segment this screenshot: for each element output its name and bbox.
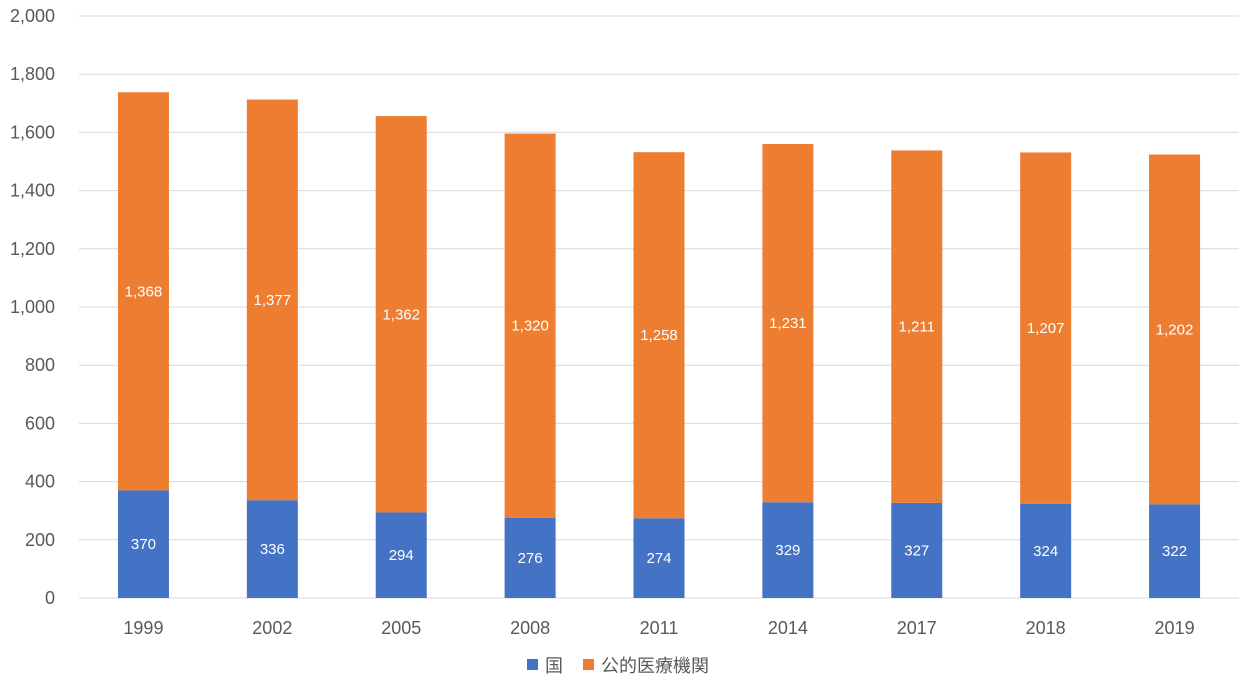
x-tick-label: 2019: [1155, 618, 1195, 638]
data-label: 329: [775, 542, 800, 559]
data-label: 1,231: [769, 315, 807, 332]
x-tick-label: 1999: [123, 618, 163, 638]
y-tick-label: 600: [25, 413, 55, 433]
y-tick-label: 800: [25, 355, 55, 375]
data-label: 1,207: [1027, 320, 1065, 337]
x-axis-tick-labels: 1999 2002 2005 2008 2011 2014 2017 2018 2019: [123, 618, 1194, 638]
data-label: 1,258: [640, 327, 678, 344]
x-tick-label: 2008: [510, 618, 550, 638]
data-label: 274: [646, 550, 671, 567]
x-tick-label: 2017: [897, 618, 937, 638]
y-tick-label: 400: [25, 472, 55, 492]
data-labels: 370 1,368 336 1,377 294 1,362 276 1,320 274 1,258…: [125, 283, 1194, 567]
bar-segment-national: [891, 502, 943, 598]
bar-segment-public-medical: [117, 92, 169, 491]
data-label: 1,211: [899, 319, 935, 336]
bars: [117, 92, 1201, 598]
legend: 国 公的医療機関: [527, 656, 709, 677]
bar-segment-public-medical: [375, 116, 427, 513]
bar-segment-national: [1149, 504, 1201, 598]
y-tick-label: 1,200: [10, 239, 55, 259]
bar-segment-national: [504, 517, 556, 598]
data-label: 1,362: [382, 306, 420, 323]
x-tick-label: 2005: [381, 618, 421, 638]
bar-segment-public-medical: [762, 144, 814, 503]
y-tick-label: 1,000: [10, 297, 55, 317]
y-tick-label: 0: [45, 588, 55, 608]
legend-label: 公的医療機関: [601, 656, 709, 677]
y-tick-label: 1,600: [10, 122, 55, 142]
data-label: 327: [904, 542, 929, 559]
y-axis-tick-labels: 0 200 400 600 800 1,000 1,200 1,400 1,600 1,800 2,…: [10, 6, 55, 608]
bar-segment-national: [762, 502, 814, 598]
x-tick-label: 2014: [768, 618, 808, 638]
legend-swatch-public-medical: [583, 659, 594, 670]
bar-segment-public-medical: [246, 99, 298, 501]
bar-segment-public-medical: [891, 150, 943, 503]
legend-swatch-national: [527, 659, 538, 670]
data-label: 1,377: [254, 292, 292, 309]
data-label: 276: [518, 550, 543, 567]
bar-segment-national: [633, 518, 685, 598]
data-label: 324: [1033, 543, 1058, 560]
legend-label: 国: [545, 656, 563, 677]
bar-segment-national: [117, 490, 169, 598]
bar-segment-public-medical: [1149, 154, 1201, 505]
x-tick-label: 2011: [640, 618, 679, 638]
x-tick-label: 2002: [252, 618, 292, 638]
y-tick-label: 1,800: [10, 64, 55, 84]
bar-segment-national: [1020, 503, 1072, 598]
bar-segment-public-medical: [1020, 152, 1072, 504]
data-label: 336: [260, 541, 285, 558]
bar-segment-public-medical: [633, 152, 685, 519]
y-tick-label: 2,000: [10, 6, 55, 26]
data-label: 1,368: [125, 283, 163, 300]
bar-segment-national: [375, 512, 427, 598]
data-label: 322: [1162, 543, 1187, 560]
data-label: 294: [389, 547, 414, 564]
data-label: 1,202: [1156, 321, 1194, 338]
data-label: 1,320: [511, 318, 549, 335]
x-tick-label: 2018: [1026, 618, 1066, 638]
bar-segment-public-medical: [504, 133, 556, 518]
data-label: 370: [131, 536, 156, 553]
y-tick-label: 1,400: [10, 181, 55, 201]
y-tick-label: 200: [25, 530, 55, 550]
bar-segment-national: [246, 500, 298, 598]
